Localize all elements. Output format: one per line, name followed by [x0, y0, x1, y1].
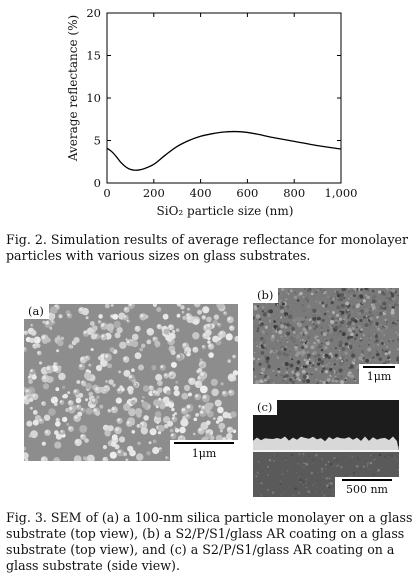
x-tick-label: 600	[236, 186, 258, 200]
reflectance-series-line	[106, 130, 342, 171]
panel-c-label: (c)	[253, 400, 278, 415]
panel-c-scale-bar: 500 nm	[335, 477, 399, 497]
chart-axes	[106, 12, 342, 184]
sem-panel-b: (b) 1μm	[253, 288, 399, 384]
panel-a-scale-label: 1μm	[191, 447, 217, 460]
y-tick-label: 20	[86, 6, 101, 20]
x-tick-label: 1,000	[325, 186, 358, 200]
x-axis-label: SiO₂ particle size (nm)	[157, 204, 294, 218]
figure-3-caption: Fig. 3. SEM of (a) a 100-nm silica parti…	[6, 510, 413, 573]
x-tick-label: 0	[103, 186, 110, 200]
sem-panel-c: (c) 500 nm	[253, 400, 399, 497]
panel-b-scale-bar: 1μm	[359, 364, 399, 384]
panel-a-label: (a)	[24, 304, 49, 319]
x-tick-label: 800	[283, 186, 305, 200]
panel-b-scale-label: 1μm	[366, 370, 392, 383]
panel-b-label: (b)	[253, 288, 279, 303]
panel-c-scale-label: 500 nm	[345, 483, 388, 496]
y-tick-label: 0	[94, 176, 101, 190]
y-tick-label: 15	[86, 49, 101, 63]
y-axis-label: Average reflectance (%)	[66, 15, 80, 162]
figure-2-caption: Fig. 2. Simulation results of average re…	[6, 232, 409, 263]
y-tick-label: 5	[94, 134, 101, 148]
sem-panel-a: (a) 1μm	[24, 304, 238, 461]
chart-ticks: 0 200 400 600 800 1,000 0 5 10 15 20	[86, 6, 357, 200]
reflectance-chart: 0 200 400 600 800 1,000 0 5 10 15 20 SiO₂ particle…	[66, 6, 357, 218]
panel-a-scale-bar: 1μm	[170, 440, 238, 461]
x-tick-label: 200	[143, 186, 165, 200]
sem-particles-a	[24, 304, 238, 461]
plot-frame	[106, 12, 342, 184]
y-tick-label: 10	[86, 91, 101, 105]
x-tick-label: 400	[190, 186, 212, 200]
